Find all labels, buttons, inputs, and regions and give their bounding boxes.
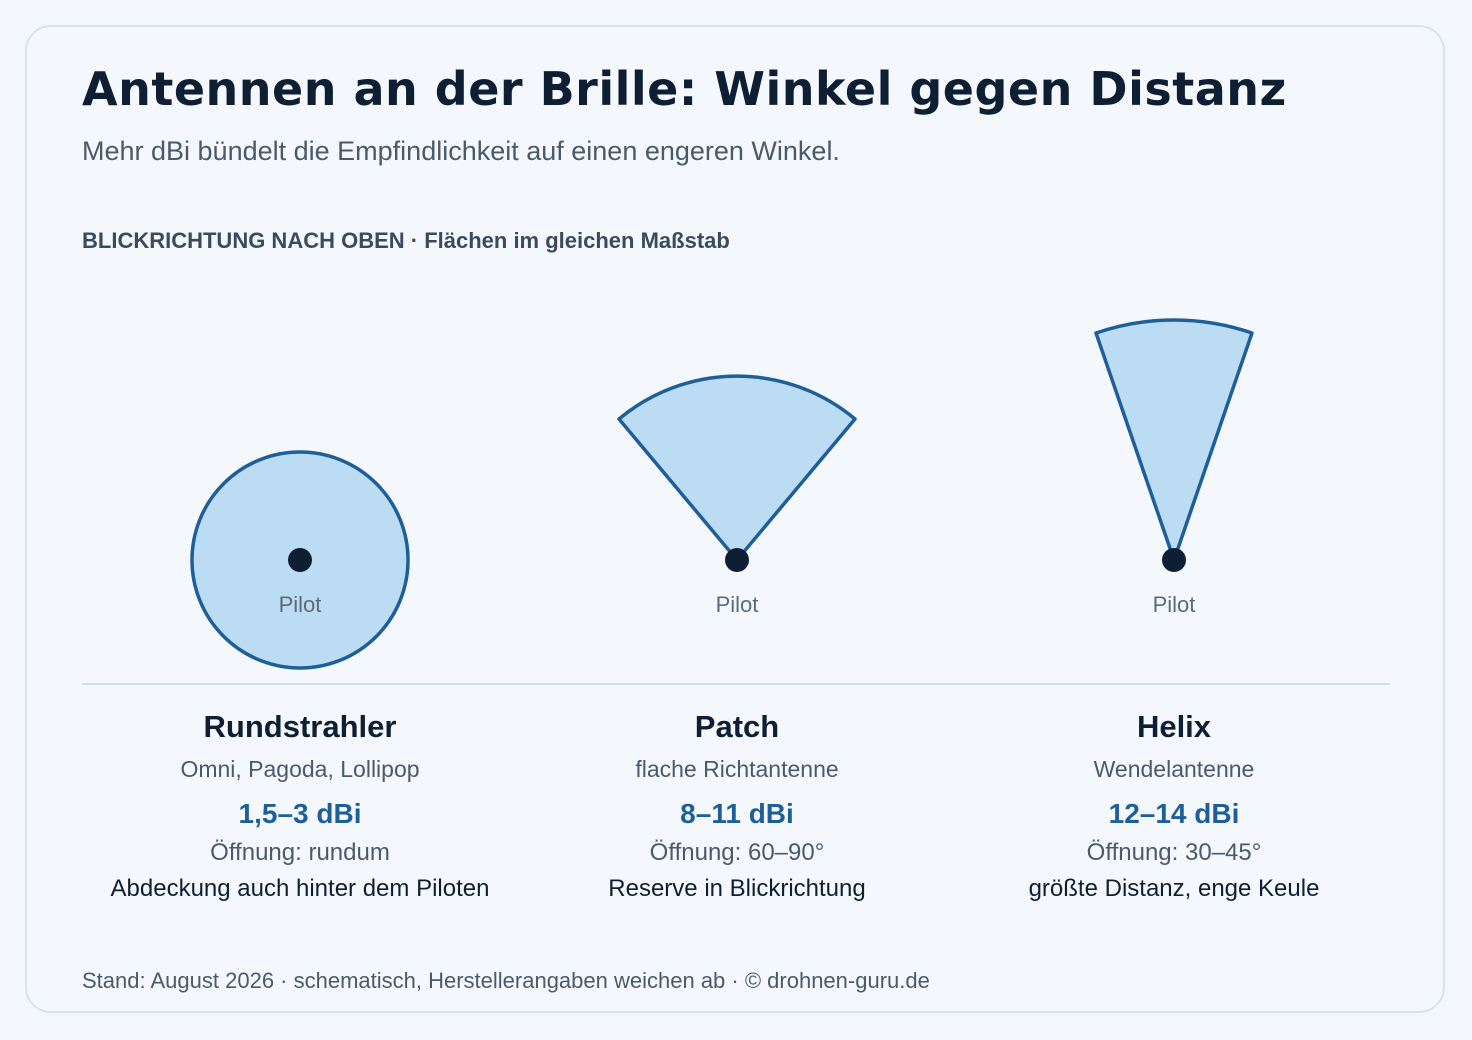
pattern-helix: Pilot xyxy=(1094,318,1254,617)
antenna-subtitle: flache Richtantenne xyxy=(635,756,839,782)
section-label: BLICKRICHTUNG NACH OBEN · Flächen im gle… xyxy=(82,228,730,253)
antenna-info-omni: Rundstrahler Omni, Pagoda, Lollipop 1,5–… xyxy=(80,705,520,907)
antenna-gain: 12–14 dBi xyxy=(1108,798,1240,829)
pilot-label: Pilot xyxy=(716,592,759,617)
pilot-dot xyxy=(1162,548,1186,572)
pilot-label: Pilot xyxy=(279,592,322,617)
page-subtitle: Mehr dBi bündelt die Empfindlichkeit auf… xyxy=(82,136,840,166)
antenna-subtitle: Omni, Pagoda, Lollipop xyxy=(180,756,420,782)
patch-beam-sector xyxy=(617,374,857,562)
pilot-dot xyxy=(288,548,312,572)
antenna-pattern-diagram: Pilot Pilot Pilot xyxy=(190,318,1254,670)
antenna-gain: 8–11 dBi xyxy=(680,798,794,829)
antenna-name: Rundstrahler xyxy=(203,709,397,744)
page-title: Antennen an der Brille: Winkel gegen Dis… xyxy=(82,62,1287,116)
antenna-note: Reserve in Blickrichtung xyxy=(608,875,866,902)
antenna-gain: 1,5–3 dBi xyxy=(238,798,362,829)
helix-beam-sector xyxy=(1094,318,1254,562)
antenna-opening: Öffnung: rundum xyxy=(210,839,390,866)
antenna-info-patch: Patch flache Richtantenne 8–11 dBi Öffnu… xyxy=(517,705,957,907)
pilot-dot xyxy=(725,548,749,572)
antenna-note: größte Distanz, enge Keule xyxy=(1028,875,1320,902)
antenna-note: Abdeckung auch hinter dem Piloten xyxy=(110,875,490,902)
antenna-opening: Öffnung: 60–90° xyxy=(649,839,825,866)
divider xyxy=(82,683,1390,685)
antenna-name: Patch xyxy=(694,709,780,744)
antenna-subtitle: Wendelantenne xyxy=(1093,756,1255,782)
footer-note: Stand: August 2026 · schematisch, Herste… xyxy=(82,968,930,993)
pattern-patch: Pilot xyxy=(617,374,857,617)
antenna-opening: Öffnung: 30–45° xyxy=(1086,839,1262,866)
antenna-name: Helix xyxy=(1136,709,1212,744)
pattern-omni: Pilot xyxy=(190,450,410,670)
pilot-label: Pilot xyxy=(1153,592,1196,617)
antenna-info-helix: Helix Wendelantenne 12–14 dBi Öffnung: 3… xyxy=(954,705,1394,907)
